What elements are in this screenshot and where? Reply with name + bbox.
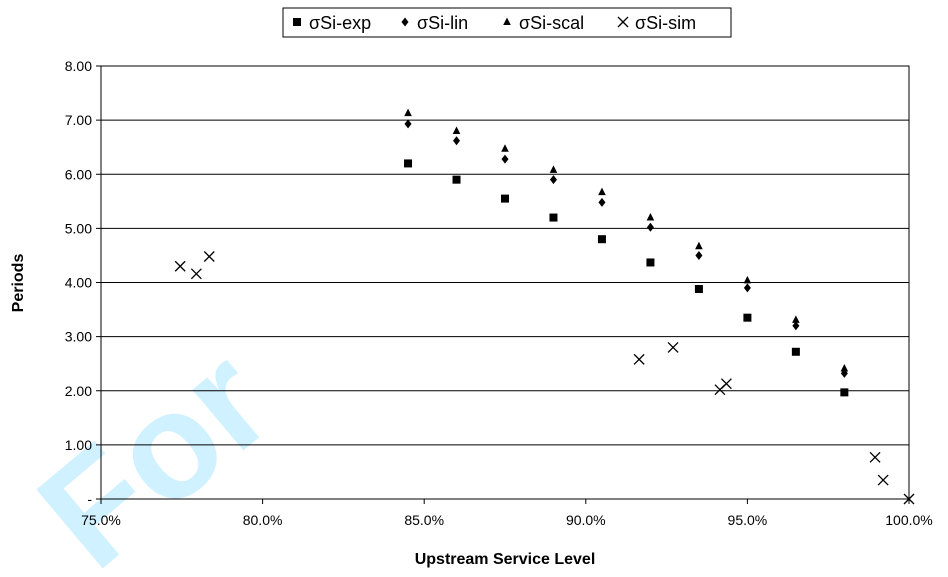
data-point (404, 159, 413, 168)
data-point (598, 187, 606, 196)
data-point (549, 175, 557, 185)
legend-label: σSi-sim (635, 13, 696, 33)
legend-item: σSi-exp (293, 13, 371, 33)
x-tick-label: 85.0% (404, 512, 444, 528)
data-point (501, 144, 509, 152)
series-diamond (404, 119, 848, 378)
x-tick-label: 100.0% (885, 512, 932, 528)
data-point (720, 378, 732, 390)
data-point (633, 353, 645, 365)
data-point (903, 493, 915, 505)
x-tick-label: 95.0% (728, 512, 768, 528)
x-axis-ticks: 75.0% 80.0% 85.0% 90.0% 95.0% 100.0% (81, 499, 933, 528)
data-point (452, 175, 461, 184)
watermark-text: For (8, 315, 301, 577)
legend: σSi-exp σSi-lin σSi-scal σSi-sim (282, 7, 732, 38)
data-series (174, 108, 915, 505)
y-tick-label: 1.00 (65, 437, 92, 453)
data-point (646, 213, 655, 221)
series-square (404, 159, 849, 397)
gridlines (101, 119, 909, 446)
legend-label: σSi-scal (519, 13, 584, 33)
data-point (597, 235, 606, 244)
legend-item: σSi-lin (401, 13, 468, 33)
legend-item: σSi-sim (617, 13, 696, 33)
legend-label: σSi-lin (417, 13, 468, 33)
y-tick-label: 7.00 (65, 112, 92, 128)
watermark: For (8, 315, 301, 577)
data-point (877, 474, 889, 486)
legend-item: σSi-scal (503, 13, 584, 33)
data-point (695, 250, 703, 260)
data-point (743, 283, 751, 293)
legend-label: σSi-exp (309, 13, 371, 33)
data-point (452, 126, 461, 134)
data-point (174, 260, 186, 272)
data-point (404, 108, 412, 117)
data-point (501, 194, 509, 203)
data-point (598, 197, 606, 207)
data-point (792, 321, 800, 331)
y-tick-label: 8.00 (65, 58, 92, 74)
data-point (743, 275, 752, 284)
data-point (549, 165, 558, 173)
data-point (646, 258, 655, 267)
x-axis-title: Upstream Service Level (415, 551, 596, 568)
x-tick-label: 90.0% (566, 512, 606, 528)
data-point (453, 136, 461, 146)
data-point (840, 388, 849, 397)
y-tick-label: 4.00 (65, 275, 92, 291)
legend-marker (503, 17, 511, 25)
data-point (501, 154, 509, 164)
series-triangle (404, 108, 849, 372)
legend-marker (617, 16, 629, 28)
data-point (549, 213, 558, 222)
data-point (404, 119, 412, 129)
y-axis-ticks: - 1.00 2.00 3.00 4.00 5.00 6.00 7.00 8.00 (65, 58, 101, 507)
x-tick-label: 80.0% (243, 512, 283, 528)
series-x (174, 251, 915, 505)
data-point (694, 284, 703, 293)
data-point (203, 251, 215, 262)
legend-marker (401, 17, 409, 27)
y-tick-label: 5.00 (65, 220, 92, 236)
data-point (695, 241, 703, 250)
data-point (840, 364, 849, 372)
data-point (190, 268, 202, 280)
data-point (869, 451, 881, 463)
y-tick-label: 6.00 (65, 166, 92, 182)
y-tick-label: 2.00 (65, 383, 92, 399)
data-point (743, 313, 752, 322)
x-tick-label: 75.0% (81, 512, 121, 528)
data-point (792, 315, 800, 323)
data-point (667, 341, 679, 353)
legend-marker (293, 18, 301, 26)
y-tick-label: 3.00 (65, 329, 92, 345)
y-tick-label: - (87, 491, 92, 507)
data-point (791, 347, 800, 356)
data-point (646, 222, 654, 232)
y-axis-title: Periods (10, 254, 27, 313)
